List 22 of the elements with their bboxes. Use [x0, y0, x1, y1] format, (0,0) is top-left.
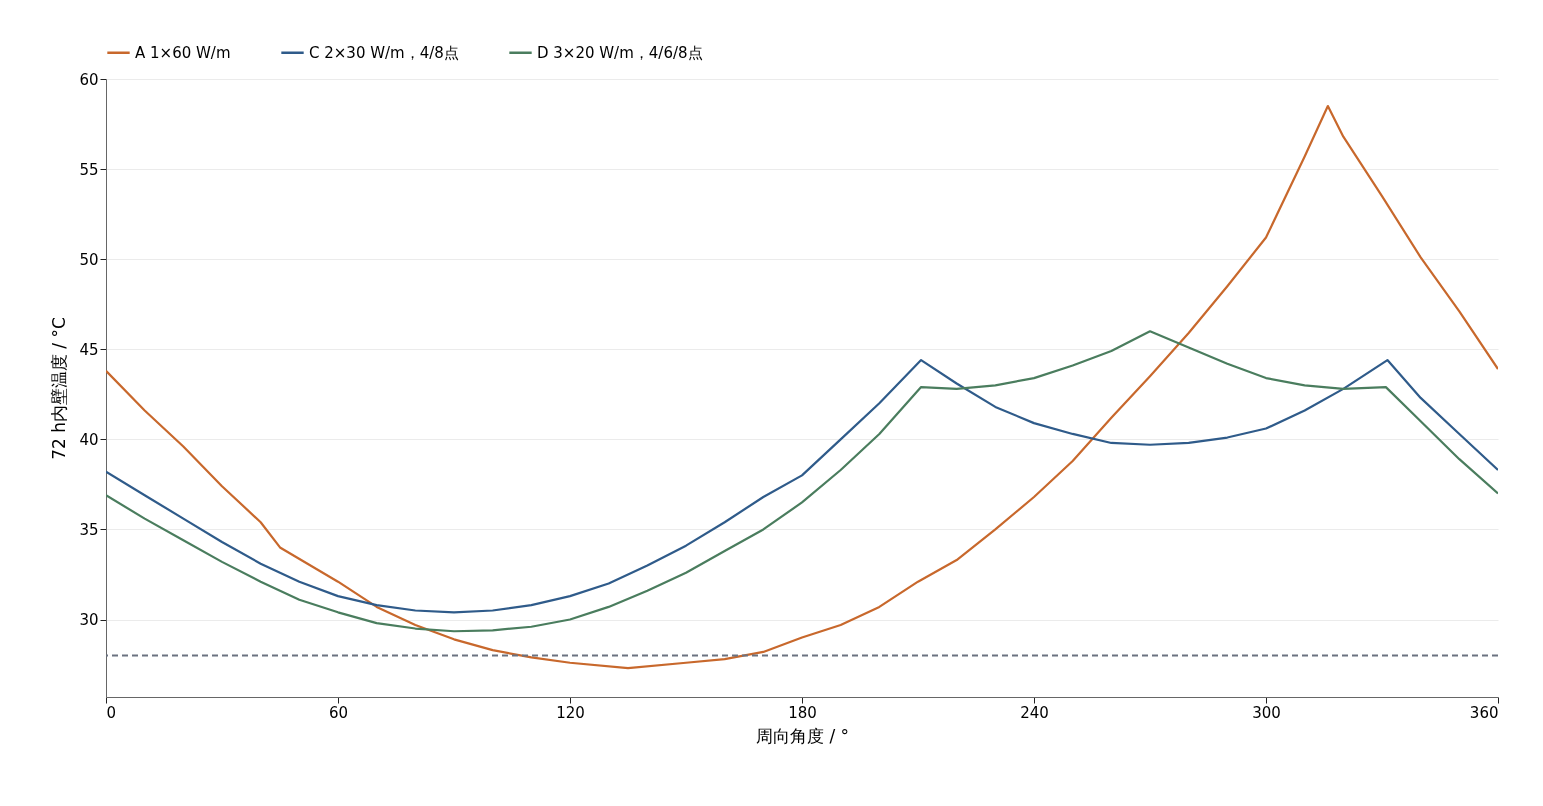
x-tick-label: 0: [106, 703, 117, 722]
y-tick-label: 30: [79, 611, 99, 630]
y-tick-label: 55: [79, 160, 99, 179]
x-tick-label: 120: [556, 703, 585, 722]
y-tick-label: 60: [79, 70, 99, 89]
line-series: [106, 358, 1498, 614]
legend-label: D 3×20 W/m，4/6/8点: [537, 43, 703, 62]
x-tick-label: 300: [1252, 703, 1281, 722]
y-tick-label: 35: [79, 520, 99, 539]
x-tick-label: 60: [328, 703, 349, 722]
x-tick-label: 360: [1469, 703, 1499, 722]
y-tick-label: 40: [79, 430, 99, 449]
legend-label: A 1×60 W/m: [135, 43, 231, 62]
x-tick-label: 240: [1020, 703, 1049, 722]
y-axis-title: 72 h内壁温度 / °C: [49, 317, 70, 460]
x-axis-title: 周向角度 / °: [755, 725, 850, 746]
legend-label: C 2×30 W/m，4/8点: [309, 43, 459, 62]
y-tick-label: 50: [79, 250, 99, 269]
line-series: [106, 104, 1498, 670]
y-tick-label: 45: [79, 340, 99, 359]
x-tick-label: 180: [788, 703, 817, 722]
line-series: [106, 330, 1498, 633]
